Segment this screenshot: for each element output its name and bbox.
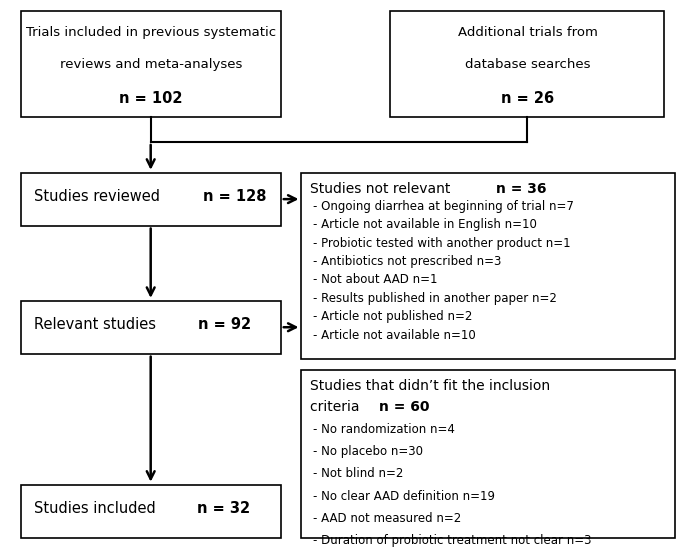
- Text: Trials included in previous systematic: Trials included in previous systematic: [25, 26, 276, 39]
- Bar: [21, 173, 281, 226]
- Text: n = 36: n = 36: [497, 182, 547, 196]
- Bar: [390, 11, 664, 117]
- Bar: [21, 301, 281, 354]
- Text: - No clear AAD definition n=19: - No clear AAD definition n=19: [313, 490, 495, 502]
- Text: Studies included: Studies included: [34, 501, 160, 516]
- Text: - Results published in another paper n=2: - Results published in another paper n=2: [313, 292, 557, 305]
- Text: Studies that didn’t fit the inclusion: Studies that didn’t fit the inclusion: [310, 379, 550, 393]
- Text: reviews and meta-analyses: reviews and meta-analyses: [60, 58, 242, 71]
- Text: database searches: database searches: [464, 58, 590, 71]
- Text: - Duration of probiotic treatment not clear n=3: - Duration of probiotic treatment not cl…: [313, 534, 592, 547]
- Text: - No randomization n=4: - No randomization n=4: [313, 423, 455, 436]
- Bar: [21, 485, 281, 538]
- Text: - AAD not measured n=2: - AAD not measured n=2: [313, 512, 461, 525]
- Text: - Article not published n=2: - Article not published n=2: [313, 310, 473, 323]
- Bar: [301, 370, 675, 538]
- Text: - No placebo n=30: - No placebo n=30: [313, 445, 423, 458]
- Text: n = 26: n = 26: [501, 91, 554, 106]
- Text: criteria: criteria: [310, 400, 364, 414]
- Bar: [301, 173, 675, 359]
- Text: Relevant studies: Relevant studies: [34, 317, 161, 332]
- Text: Studies not relevant: Studies not relevant: [310, 182, 454, 196]
- Text: - Antibiotics not prescribed n=3: - Antibiotics not prescribed n=3: [313, 255, 501, 268]
- Text: - Not about AAD n=1: - Not about AAD n=1: [313, 273, 438, 286]
- Text: n = 60: n = 60: [379, 400, 429, 414]
- Text: - Probiotic tested with another product n=1: - Probiotic tested with another product …: [313, 237, 571, 250]
- Bar: [21, 11, 281, 117]
- Text: n = 32: n = 32: [197, 501, 251, 516]
- Text: n = 102: n = 102: [119, 91, 182, 106]
- Text: n = 92: n = 92: [198, 317, 251, 332]
- Text: - Ongoing diarrhea at beginning of trial n=7: - Ongoing diarrhea at beginning of trial…: [313, 200, 574, 213]
- Text: n = 128: n = 128: [203, 189, 266, 204]
- Text: - Article not available n=10: - Article not available n=10: [313, 329, 476, 341]
- Text: Studies reviewed: Studies reviewed: [34, 189, 165, 204]
- Text: - Not blind n=2: - Not blind n=2: [313, 467, 403, 480]
- Text: - Article not available in English n=10: - Article not available in English n=10: [313, 218, 537, 231]
- Text: Additional trials from: Additional trials from: [458, 26, 597, 39]
